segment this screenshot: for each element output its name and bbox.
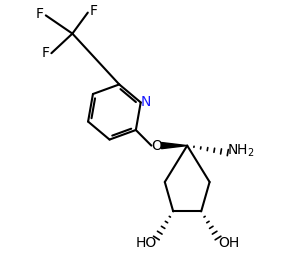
Polygon shape xyxy=(161,143,187,149)
Text: F: F xyxy=(90,4,98,18)
Text: F: F xyxy=(41,46,49,60)
Text: O: O xyxy=(151,139,162,153)
Text: OH: OH xyxy=(218,236,239,250)
Text: N: N xyxy=(141,95,151,109)
Text: NH$_2$: NH$_2$ xyxy=(227,143,255,159)
Text: HO: HO xyxy=(135,236,156,250)
Text: F: F xyxy=(36,7,44,21)
